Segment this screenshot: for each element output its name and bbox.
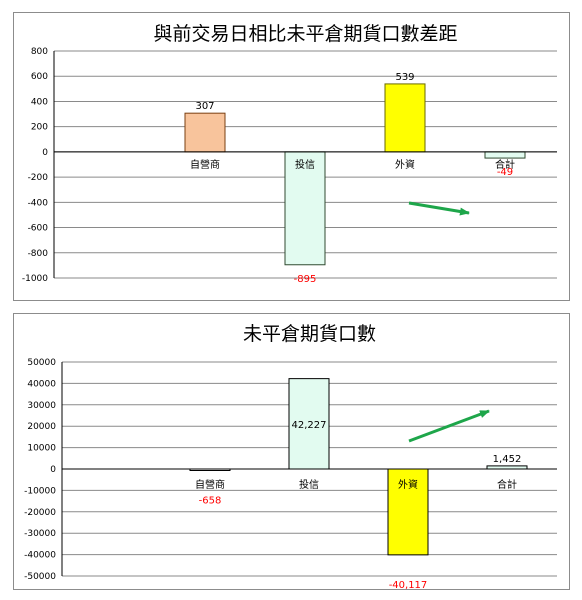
chart-title: 未平倉期貨口數 (243, 323, 376, 345)
data-label: 307 (195, 101, 214, 112)
y-tick-label: -200 (28, 173, 49, 183)
y-tick-label: 20000 (27, 422, 56, 432)
chart-daily-change: 與前交易日相比未平倉期貨口數差距 800 600 400 200 0 -200 -400 -60… (22, 23, 557, 285)
y-tick-label: 0 (50, 465, 56, 475)
y-tick-label: 0 (42, 148, 48, 158)
y-tick-label: -40000 (24, 551, 56, 561)
category-label: 自營商 (195, 478, 225, 491)
y-tick-label: -30000 (24, 529, 56, 539)
y-tick-label: -20000 (24, 508, 56, 518)
chart-open-interest: 未平倉期貨口數 50000 40000 30000 20000 10000 0 -10000 -… (24, 323, 557, 591)
trend-arrow (408, 409, 490, 443)
chart-panel-open-interest: 未平倉期貨口數 50000 40000 30000 20000 10000 0 -10000 -… (13, 313, 570, 591)
bar-1 (184, 112, 226, 153)
category-label: 投信 (295, 158, 315, 171)
chart-title: 與前交易日相比未平倉期貨口數差距 (153, 23, 457, 45)
data-label: -40,117 (389, 580, 428, 591)
bar-4 (484, 151, 526, 159)
y-tick-label: 600 (31, 72, 48, 82)
bar-2 (288, 378, 330, 470)
y-tick-label: 40000 (27, 379, 56, 389)
category-label: 投信 (299, 478, 319, 491)
data-label: 539 (395, 72, 414, 83)
y-tick-label: -1000 (22, 274, 48, 284)
bar-3 (387, 468, 429, 556)
y-tick-label: 400 (31, 97, 48, 107)
data-label: -895 (294, 274, 317, 285)
data-label: -49 (497, 167, 513, 178)
y-tick-label: 200 (31, 123, 48, 133)
y-tick-label: -400 (28, 198, 49, 208)
y-tick-label: 800 (31, 47, 48, 57)
y-tick-label: 50000 (27, 358, 56, 368)
trend-arrow (408, 201, 470, 216)
y-tick-label: -600 (28, 224, 49, 234)
chart-panel-daily-change: 與前交易日相比未平倉期貨口數差距 800 600 400 200 0 -200 -400 -60… (13, 12, 570, 301)
y-tick-label: -50000 (24, 572, 56, 582)
y-tick-label: -800 (28, 249, 49, 259)
y-tick-label: 10000 (27, 444, 56, 454)
category-label: 外資 (395, 159, 415, 171)
category-label: 自營商 (190, 158, 220, 171)
bar-3 (384, 83, 426, 153)
data-label: 42,227 (292, 420, 327, 431)
data-label: -658 (199, 495, 222, 506)
data-label: 1,452 (493, 454, 522, 465)
category-label: 合計 (495, 158, 515, 171)
y-tick-label: 30000 (27, 401, 56, 411)
y-tick-label: -10000 (24, 486, 56, 496)
category-label: 合計 (497, 478, 517, 491)
bar-2 (284, 151, 326, 266)
category-label: 外資 (398, 479, 418, 491)
